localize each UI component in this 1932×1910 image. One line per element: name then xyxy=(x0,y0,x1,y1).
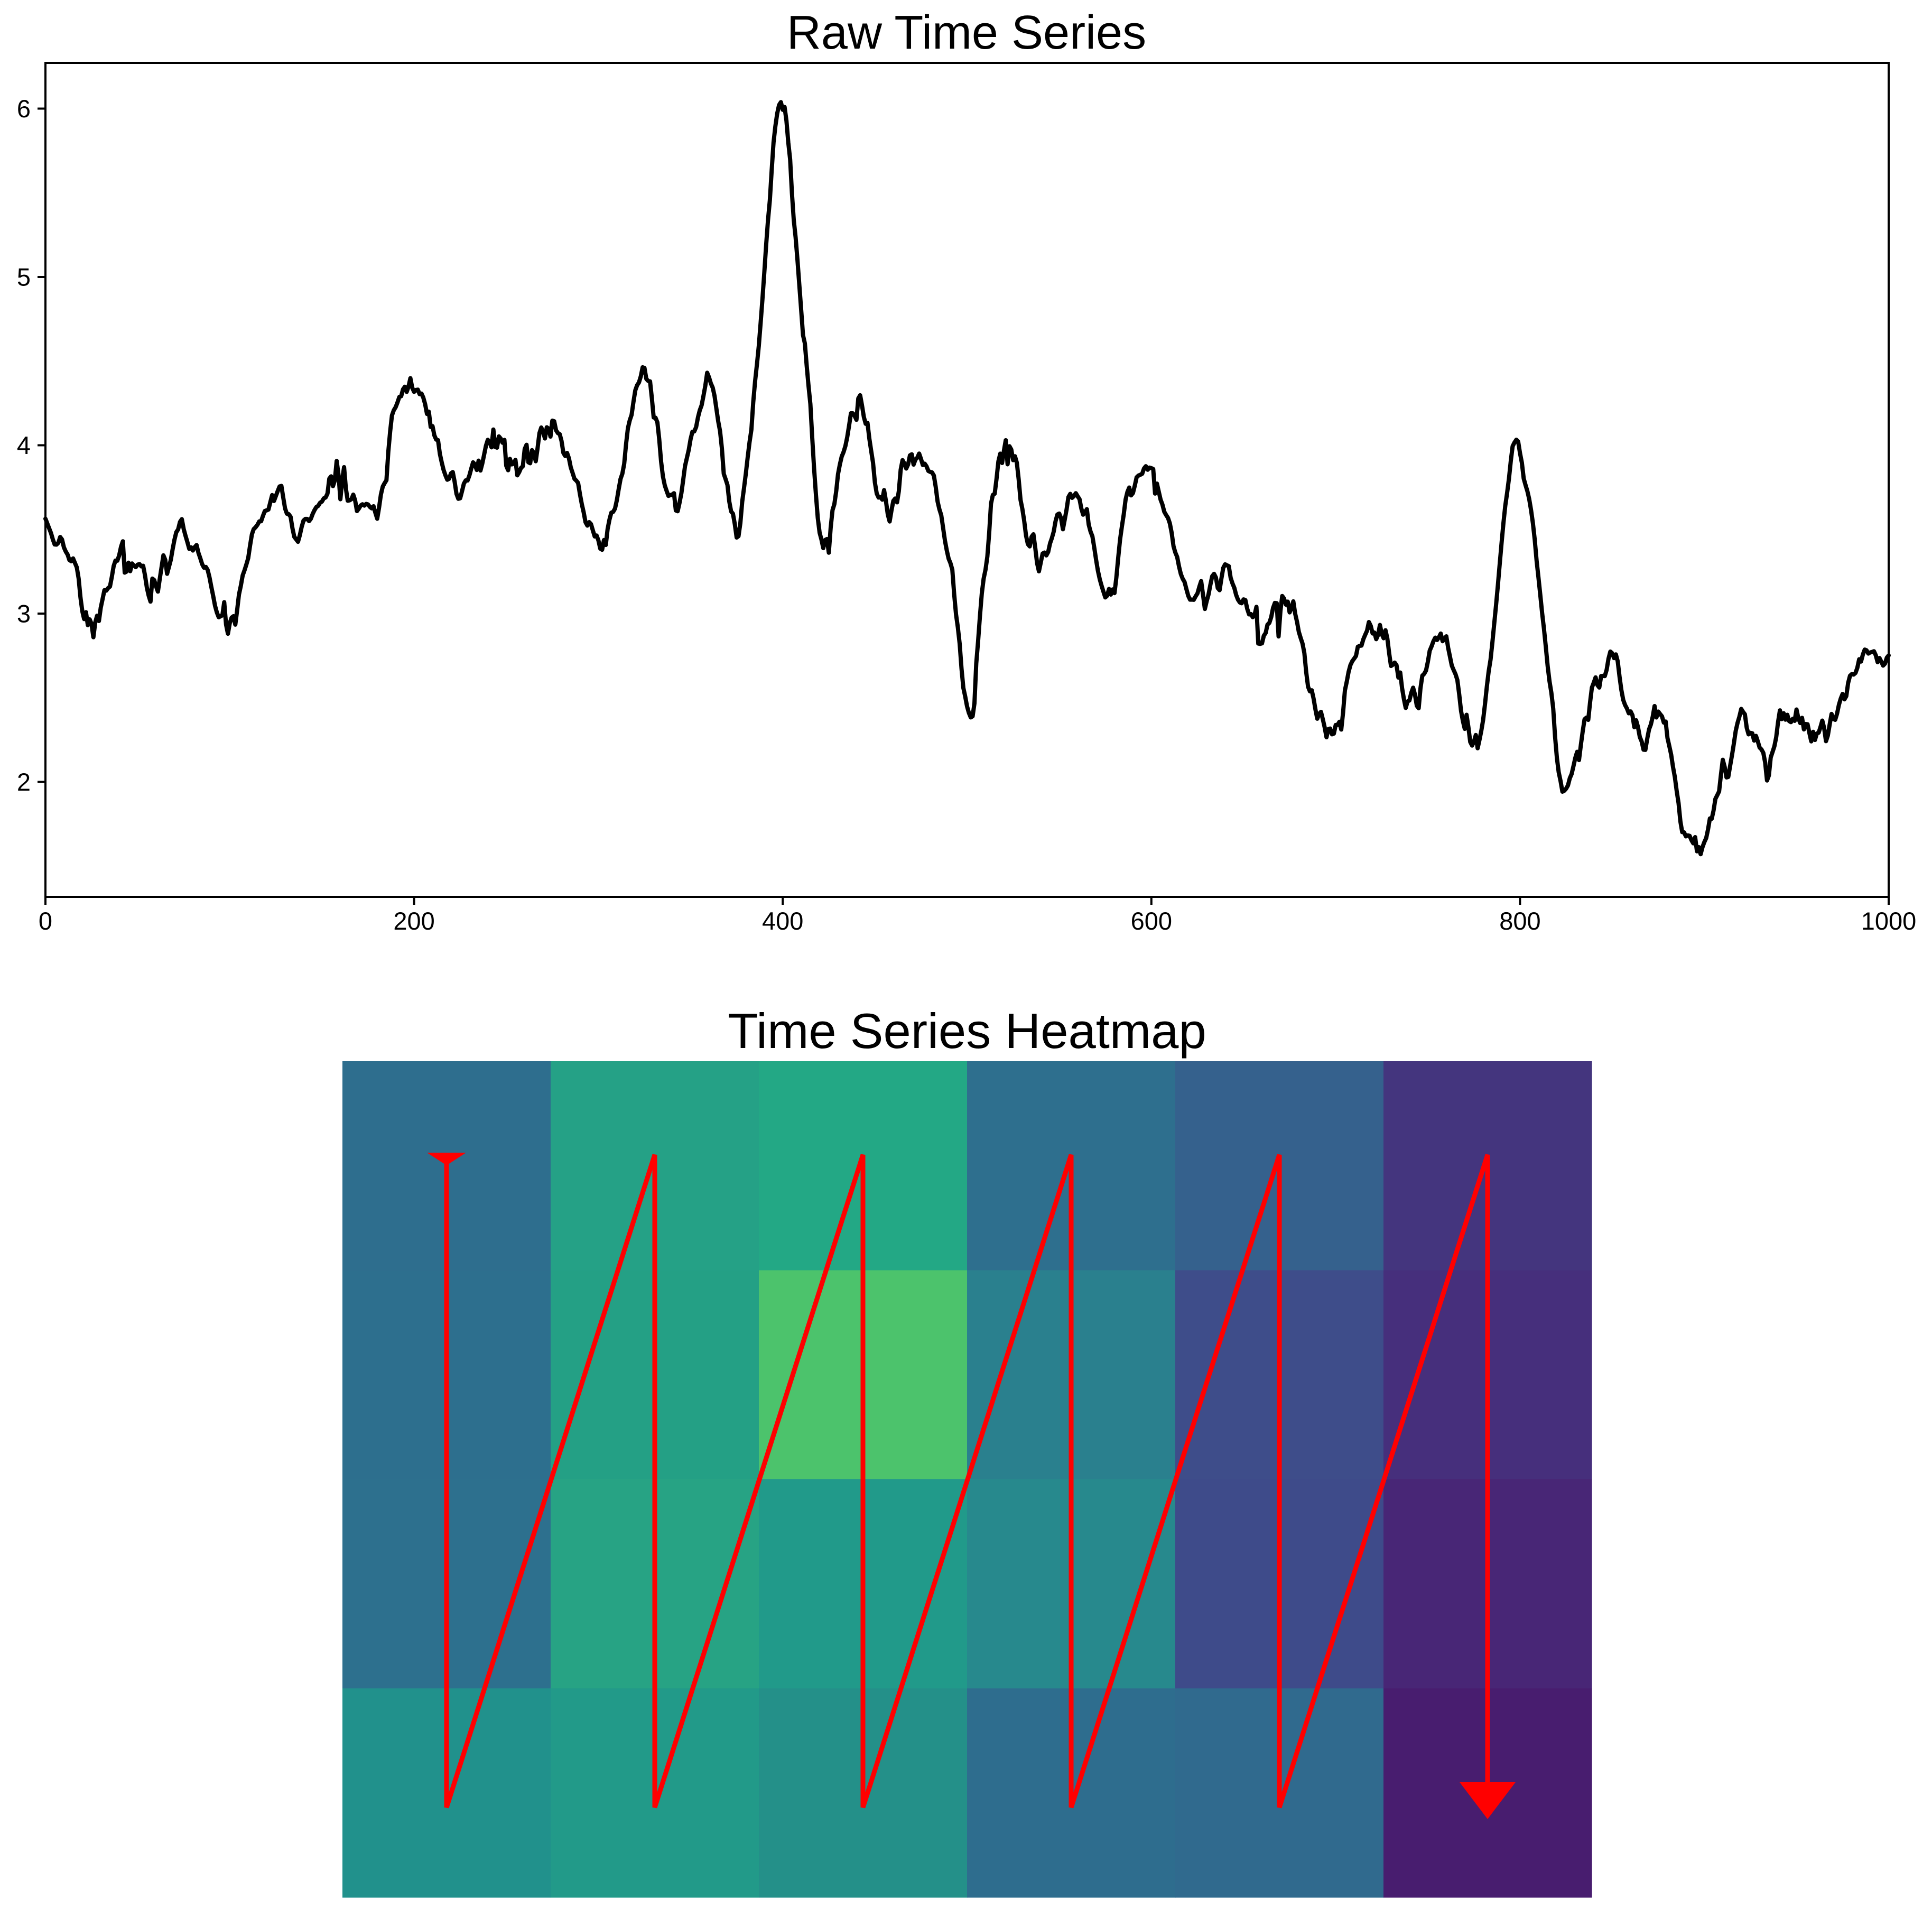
svg-text:600: 600 xyxy=(1131,907,1172,935)
svg-text:1000: 1000 xyxy=(1861,907,1917,935)
svg-text:400: 400 xyxy=(762,907,803,935)
svg-text:200: 200 xyxy=(393,907,434,935)
svg-text:4: 4 xyxy=(17,431,31,459)
svg-text:6: 6 xyxy=(17,95,31,123)
svg-text:800: 800 xyxy=(1499,907,1540,935)
svg-text:2: 2 xyxy=(17,768,31,796)
svg-text:Raw Time Series: Raw Time Series xyxy=(787,6,1146,59)
svg-text:5: 5 xyxy=(17,263,31,291)
svg-text:0: 0 xyxy=(39,907,52,935)
svg-text:3: 3 xyxy=(17,600,31,628)
svg-text:Time Series Heatmap: Time Series Heatmap xyxy=(728,1003,1206,1059)
